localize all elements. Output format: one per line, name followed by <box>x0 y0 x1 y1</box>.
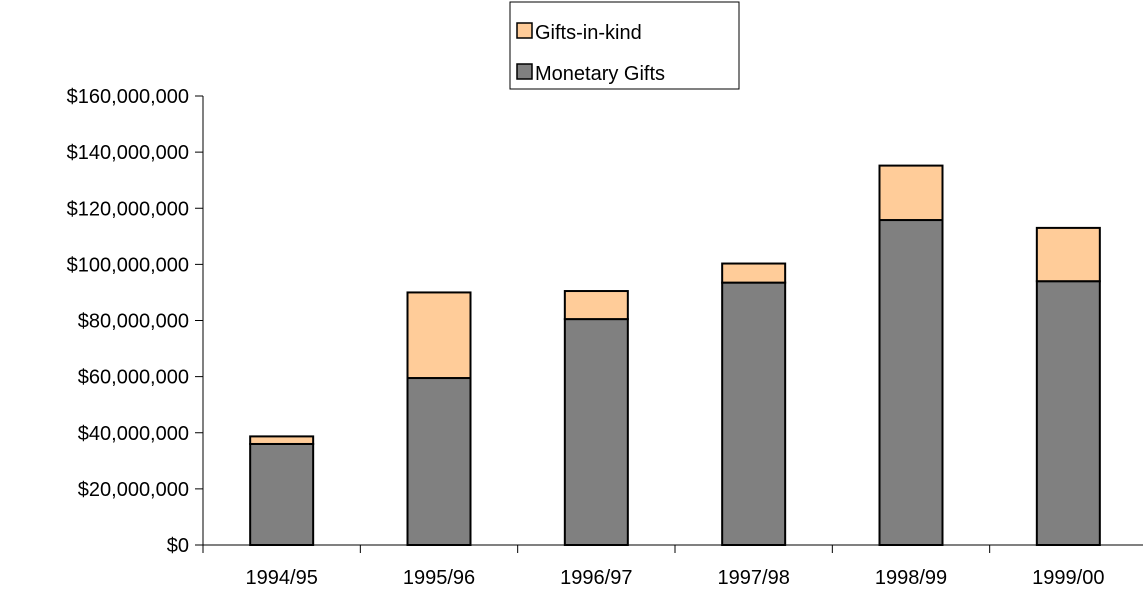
bar-segment-monetary-gifts <box>249 442 315 547</box>
x-tick-label: 1997/98 <box>718 567 790 589</box>
bar-segment-monetary-gifts <box>1035 280 1101 546</box>
x-tick-label: 1995/96 <box>403 567 475 589</box>
y-tick-label: $160,000,000 <box>67 86 189 108</box>
legend-swatch <box>516 22 533 39</box>
bars <box>249 164 1101 547</box>
x-tick-label: 1998/99 <box>875 567 947 589</box>
y-axis: $0 $20,000,000 $40,000,000 $60,000,000 $80,0… <box>67 86 204 557</box>
legend-label: Monetary Gifts <box>535 63 665 85</box>
bar-segment-monetary-gifts <box>406 377 472 547</box>
x-axis: 1994/95 1995/96 1996/97 1997/98 1998/99 1999/… <box>202 544 1143 589</box>
y-tick-label: $140,000,000 <box>67 142 189 164</box>
y-tick-label: $100,000,000 <box>67 254 189 276</box>
y-tick-label: $0 <box>167 535 189 557</box>
legend-box <box>509 1 740 90</box>
bar-segment-gifts-in-kind <box>563 290 629 321</box>
bar-segment-monetary-gifts <box>721 281 787 546</box>
bar-segment-gifts-in-kind <box>878 164 944 222</box>
y-tick-label: $60,000,000 <box>78 367 189 389</box>
bar-segment-gifts-in-kind <box>721 262 787 284</box>
legend-swatch <box>516 63 533 80</box>
legend-label: Gifts-in-kind <box>535 22 642 44</box>
bar-segment-gifts-in-kind <box>1035 226 1101 283</box>
y-tick-label: $80,000,000 <box>78 311 189 333</box>
bar-segment-monetary-gifts <box>878 219 944 546</box>
x-tick-label: 1994/95 <box>246 567 318 589</box>
x-tick-label: 1996/97 <box>560 567 632 589</box>
x-tick-label: 1999/00 <box>1032 567 1104 589</box>
y-tick-label: $120,000,000 <box>67 198 189 220</box>
bar-segment-gifts-in-kind <box>249 435 315 445</box>
bar-segment-gifts-in-kind <box>406 291 472 380</box>
legend: Gifts-in-kind Monetary Gifts <box>509 1 740 90</box>
y-tick-label: $20,000,000 <box>78 479 189 501</box>
y-tick-label: $40,000,000 <box>78 423 189 445</box>
bar-segment-monetary-gifts <box>563 318 629 546</box>
